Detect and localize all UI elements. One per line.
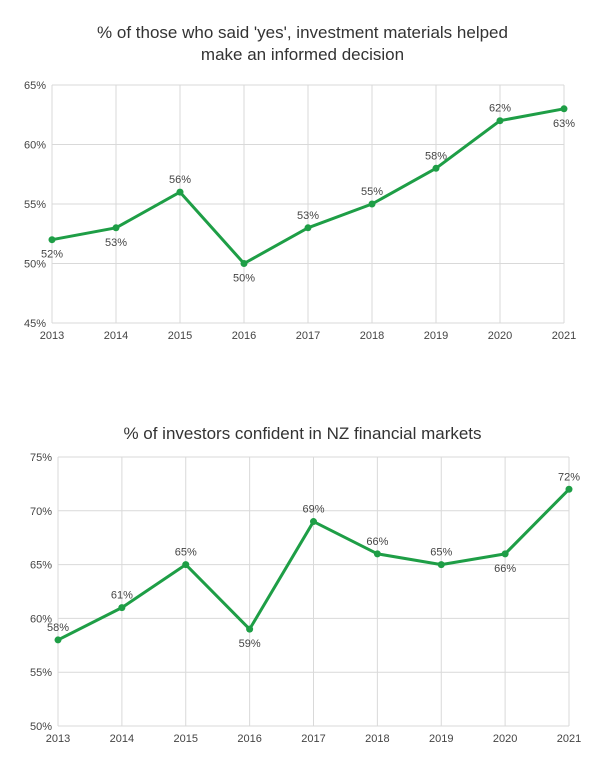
chart-2-ytick-label: 50% <box>30 721 52 733</box>
chart-1-data-point <box>176 188 184 196</box>
chart-1-data-point <box>432 164 440 172</box>
chart-2-title-line-1: % of investors confident in NZ financial… <box>123 424 482 443</box>
chart-2-data-point <box>501 550 509 558</box>
chart-1-data-point <box>496 117 504 125</box>
chart-1-data-point <box>48 236 56 244</box>
chart-2-xtick-label: 2017 <box>301 733 325 745</box>
chart-1-ytick-label: 60% <box>24 140 46 152</box>
chart-1-data-label: 62% <box>489 103 511 115</box>
chart-1-xtick-label: 2016 <box>232 330 256 342</box>
chart-1-title: % of those who said 'yes', investment ma… <box>0 22 605 66</box>
chart-1-xtick-label: 2017 <box>296 330 320 342</box>
chart-2-ytick-label: 60% <box>30 613 52 625</box>
chart-2-data-label: 65% <box>430 547 452 559</box>
chart-1-xtick-label: 2013 <box>40 330 64 342</box>
chart-2-data-point <box>373 550 381 558</box>
chart-2-data-point <box>565 485 573 493</box>
chart-1-xtick-label: 2015 <box>168 330 192 342</box>
chart-2-xtick-label: 2014 <box>110 733 134 745</box>
chart-2-plot: 50% 55% 60% 65% 70% 75% 2013 2014 2015 2016 2017 20… <box>30 452 581 745</box>
chart-2-data-label: 65% <box>175 547 197 559</box>
chart-2-ytick-label: 75% <box>30 452 52 464</box>
chart-1-data-label: 63% <box>553 118 575 130</box>
chart-2-ytick-label: 65% <box>30 560 52 572</box>
chart-1-data-label: 52% <box>41 249 63 261</box>
chart-2-xtick-label: 2020 <box>493 733 517 745</box>
chart-1-data-point <box>368 200 376 208</box>
chart-2-xtick-label: 2021 <box>557 733 581 745</box>
chart-2-data-point <box>118 604 126 612</box>
chart-1-data-label: 56% <box>169 174 191 186</box>
chart-1-data-point <box>560 105 568 113</box>
chart-1-data-label: 53% <box>297 210 319 222</box>
chart-2-data-label: 61% <box>111 590 133 602</box>
chart-2-data-label: 66% <box>366 536 388 548</box>
chart-1-title-line-1: % of those who said 'yes', investment ma… <box>97 23 508 42</box>
chart-2-data-label: 59% <box>239 638 261 650</box>
chart-1-data-label: 50% <box>233 273 255 285</box>
chart-2-ytick-label: 70% <box>30 506 52 518</box>
chart-1-xtick-label: 2014 <box>104 330 128 342</box>
chart-1-data-label: 58% <box>425 150 447 162</box>
chart-1-data-point <box>304 224 312 232</box>
chart-2-xtick-label: 2016 <box>237 733 261 745</box>
chart-1-ytick-label: 45% <box>24 318 46 330</box>
chart-2-data-point <box>54 636 62 644</box>
chart-2-data-label: 66% <box>494 563 516 575</box>
chart-1-ytick-label: 50% <box>24 259 46 271</box>
chart-1-xtick-label: 2018 <box>360 330 384 342</box>
chart-1-xtick-label: 2019 <box>424 330 448 342</box>
chart-2-xtick-label: 2015 <box>174 733 198 745</box>
chart-1-plot: 45% 50% 55% 60% 65% 2013 2014 2015 2016 2017 2018 2… <box>24 80 576 342</box>
chart-1-xtick-label: 2021 <box>552 330 576 342</box>
chart-1-data-label: 55% <box>361 186 383 198</box>
chart-1-ytick-label: 55% <box>24 199 46 211</box>
chart-2-ytick-label: 55% <box>30 667 52 679</box>
chart-1-ytick-label: 65% <box>24 80 46 92</box>
chart-2-xtick-label: 2013 <box>46 733 70 745</box>
chart-2-data-label: 58% <box>47 622 69 634</box>
chart-1-xtick-label: 2020 <box>488 330 512 342</box>
chart-2-data-point <box>437 561 445 569</box>
chart-1-data-point <box>112 224 120 232</box>
chart-1-title-line-2: make an informed decision <box>200 45 405 64</box>
chart-2-data-point <box>310 518 317 526</box>
chart-2-title: % of investors confident in NZ financial… <box>0 423 605 445</box>
chart-2-data-point <box>246 625 254 633</box>
chart-2-data-point <box>182 561 190 569</box>
chart-2-data-label: 72% <box>558 471 580 483</box>
chart-1-data-point <box>240 260 248 267</box>
chart-2-xtick-label: 2018 <box>365 733 389 745</box>
chart-2-xtick-label: 2019 <box>429 733 453 745</box>
chart-1-data-label: 53% <box>105 237 127 249</box>
chart-2-data-label: 69% <box>302 504 324 516</box>
